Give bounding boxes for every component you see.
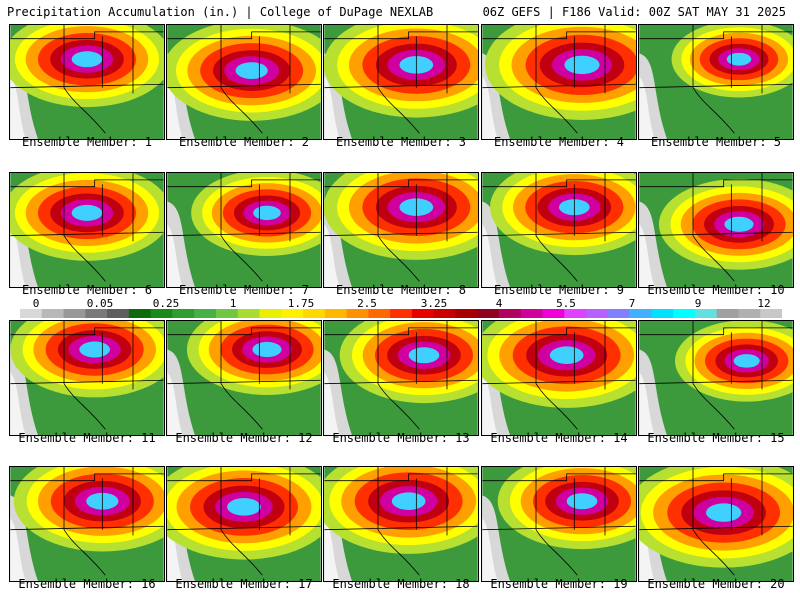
colorbar-segment [542, 309, 565, 318]
colorbar-segment [607, 309, 631, 318]
ensemble-map-panel [323, 466, 479, 582]
colorbar-segment [303, 309, 326, 318]
ensemble-member-label: Ensemble Member: 9 [493, 283, 625, 297]
ensemble-map-panel [638, 24, 794, 140]
colorbar-segment [651, 309, 674, 318]
ensemble-member-label: Ensemble Member: 11 [18, 431, 156, 445]
ensemble-member-label: Ensemble Member: 12 [175, 431, 313, 445]
ensemble-member-label: Ensemble Member: 1 [21, 135, 153, 149]
colorbar-segment [20, 309, 43, 318]
ensemble-map-panel [166, 320, 322, 436]
colorbar-segment [194, 309, 217, 318]
colorbar-segment [150, 309, 173, 318]
ensemble-member-label: Ensemble Member: 14 [490, 431, 628, 445]
colorbar-segment [85, 309, 108, 318]
colorbar-tick-label: 1.75 [287, 297, 315, 310]
map-title: Precipitation Accumulation (in.) | Colle… [7, 5, 434, 19]
colorbar-segment [172, 309, 195, 318]
ensemble-map-panel [481, 320, 637, 436]
ensemble-member-label: Ensemble Member: 18 [332, 577, 470, 591]
colorbar-segment [455, 309, 478, 318]
colorbar-tick-label: 1 [229, 297, 237, 310]
ensemble-member-label: Ensemble Member: 15 [647, 431, 785, 445]
colorbar-segment [368, 309, 391, 318]
colorbar-segment [738, 309, 761, 318]
ensemble-map-panel [9, 24, 165, 140]
colorbar-segment [716, 309, 739, 318]
colorbar-tick-label: 0 [32, 297, 40, 310]
ensemble-member-label: Ensemble Member: 17 [175, 577, 313, 591]
ensemble-map-panel [638, 320, 794, 436]
colorbar-segment [215, 309, 239, 318]
ensemble-member-label: Ensemble Member: 2 [178, 135, 310, 149]
ensemble-map-panel [9, 320, 165, 436]
run-valid-time: 06Z GEFS | F186 Valid: 00Z SAT MAY 31 20… [482, 5, 786, 19]
ensemble-member-label: Ensemble Member: 13 [332, 431, 470, 445]
colorbar-segment [673, 309, 696, 318]
colorbar-tick-label: 2.5 [357, 297, 377, 310]
colorbar-segment [477, 309, 500, 318]
colorbar-tick-label: 7 [628, 297, 636, 310]
colorbar-segment [586, 309, 609, 318]
ensemble-member-label: Ensemble Member: 6 [21, 283, 153, 297]
ensemble-member-label: Ensemble Member: 20 [647, 577, 785, 591]
precipitation-colorbar [20, 309, 782, 318]
colorbar-segment [694, 309, 718, 318]
colorbar-segment [520, 309, 544, 318]
colorbar-segment [760, 309, 782, 318]
colorbar-tick-label: 9 [694, 297, 702, 310]
colorbar-segment [237, 309, 260, 318]
ensemble-member-label: Ensemble Member: 4 [493, 135, 625, 149]
ensemble-member-label: Ensemble Member: 8 [335, 283, 467, 297]
colorbar-segment [41, 309, 65, 318]
ensemble-member-label: Ensemble Member: 5 [650, 135, 782, 149]
colorbar-segment [259, 309, 282, 318]
ensemble-member-label: Ensemble Member: 7 [178, 283, 310, 297]
ensemble-map-panel [166, 172, 322, 288]
colorbar-segment [498, 309, 522, 318]
colorbar-segment [63, 309, 86, 318]
ensemble-map-panel [323, 24, 479, 140]
ensemble-member-label: Ensemble Member: 3 [335, 135, 467, 149]
colorbar-tick-label: 0.25 [152, 297, 180, 310]
ensemble-map-panel [166, 24, 322, 140]
colorbar-tick-label: 4 [495, 297, 503, 310]
ensemble-map-panel [323, 320, 479, 436]
colorbar-tick-label: 12 [757, 297, 771, 310]
colorbar-segment [564, 309, 587, 318]
ensemble-map-panel [638, 172, 794, 288]
colorbar-tick-label: 0.05 [86, 297, 114, 310]
ensemble-map-panel [481, 172, 637, 288]
colorbar-segment [324, 309, 348, 318]
colorbar-segment [390, 309, 413, 318]
colorbar-segment [629, 309, 652, 318]
ensemble-map-panel [166, 466, 322, 582]
ensemble-map-panel [481, 466, 637, 582]
colorbar-segment [346, 309, 369, 318]
colorbar-segment [281, 309, 304, 318]
ensemble-member-label: Ensemble Member: 16 [18, 577, 156, 591]
ensemble-member-label: Ensemble Member: 19 [490, 577, 628, 591]
colorbar-tick-label: 3.25 [420, 297, 448, 310]
ensemble-map-panel [481, 24, 637, 140]
ensemble-map-panel [9, 172, 165, 288]
colorbar-tick-label: 5.5 [556, 297, 576, 310]
colorbar-segment [128, 309, 152, 318]
colorbar-segment [107, 309, 130, 318]
colorbar-segment [411, 309, 435, 318]
ensemble-map-panel [9, 466, 165, 582]
ensemble-member-label: Ensemble Member: 10 [647, 283, 785, 297]
ensemble-map-panel [323, 172, 479, 288]
ensemble-map-panel [638, 466, 794, 582]
colorbar-segment [433, 309, 456, 318]
